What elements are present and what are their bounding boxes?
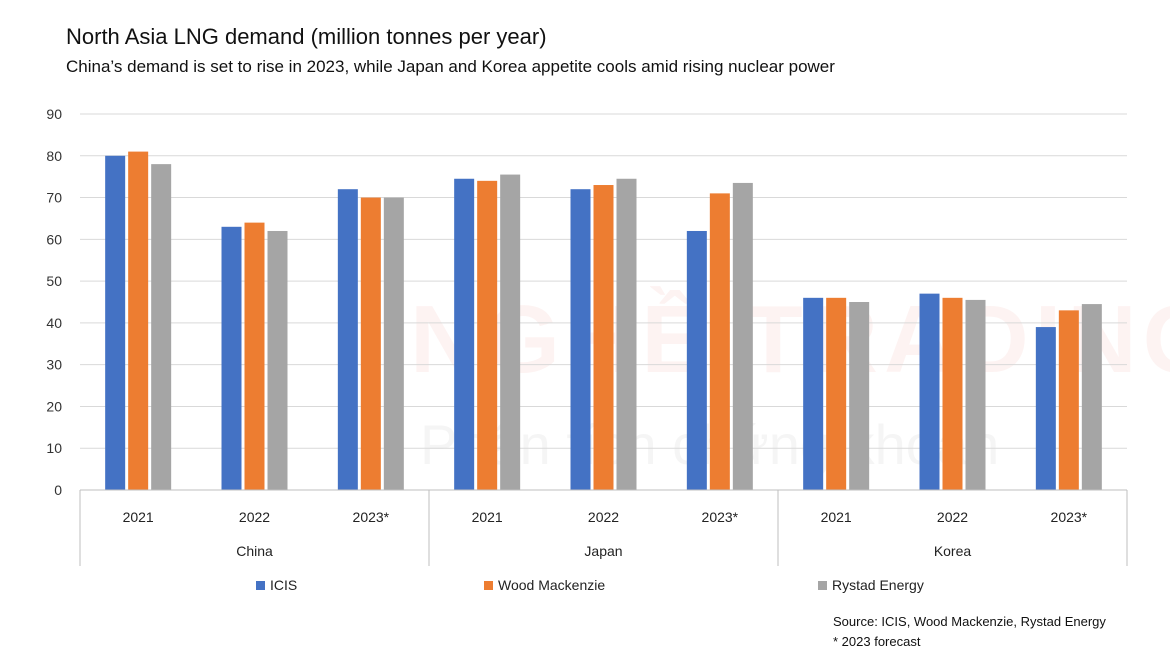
y-tick-label: 0	[54, 482, 62, 498]
bar-rystad-energy	[849, 302, 870, 490]
source-text: Source: ICIS, Wood Mackenzie, Rystad Ene…	[833, 614, 1106, 629]
bar-rystad-energy	[616, 178, 637, 490]
y-tick-label: 90	[46, 106, 62, 122]
y-tick-label: 60	[46, 231, 62, 247]
bar-wood-mackenzie	[244, 222, 265, 490]
y-tick-label: 50	[46, 273, 62, 289]
x-tick-label: 2023*	[702, 509, 739, 525]
y-tick-label: 80	[46, 148, 62, 164]
bar-wood-mackenzie	[128, 151, 149, 490]
bar-icis	[105, 155, 126, 490]
group-label: Japan	[584, 543, 622, 559]
source-note: Source: ICIS, Wood Mackenzie, Rystad Ene…	[833, 612, 1106, 652]
x-tick-label: 2021	[472, 509, 503, 525]
legend-label: Wood Mackenzie	[498, 577, 605, 593]
y-tick-label: 70	[46, 190, 62, 206]
legend-label: ICIS	[270, 577, 297, 593]
y-tick-label: 30	[46, 357, 62, 373]
bar-icis	[919, 293, 940, 490]
bar-wood-mackenzie	[360, 197, 381, 491]
chart-subtitle: China’s demand is set to rise in 2023, w…	[66, 57, 835, 76]
legend-swatch	[256, 581, 265, 590]
bar-rystad-energy	[151, 164, 172, 490]
legend-swatch	[484, 581, 493, 590]
chart-title: North Asia LNG demand (million tonnes pe…	[66, 24, 547, 49]
bar-rystad-energy	[965, 299, 986, 490]
x-tick-label: 2021	[821, 509, 852, 525]
bar-wood-mackenzie	[709, 193, 730, 490]
group-label: Korea	[934, 543, 972, 559]
bar-icis	[454, 178, 475, 490]
y-tick-label: 10	[46, 440, 62, 456]
bar-rystad-energy	[267, 230, 288, 490]
x-tick-label: 2023*	[1051, 509, 1088, 525]
group-label: China	[236, 543, 273, 559]
bar-icis	[803, 297, 824, 490]
bar-rystad-energy	[383, 197, 404, 491]
legend-label: Rystad Energy	[832, 577, 924, 593]
x-tick-label: 2022	[937, 509, 968, 525]
bar-wood-mackenzie	[826, 297, 847, 490]
bar-icis	[570, 189, 591, 490]
forecast-note: * 2023 forecast	[833, 634, 921, 649]
bar-wood-mackenzie	[593, 185, 614, 490]
legend-swatch	[818, 581, 827, 590]
bar-wood-mackenzie	[1058, 310, 1079, 490]
y-tick-label: 40	[46, 315, 62, 331]
bar-rystad-energy	[732, 182, 753, 490]
bar-rystad-energy	[1081, 304, 1102, 490]
bar-rystad-energy	[500, 174, 521, 491]
bar-wood-mackenzie	[942, 297, 963, 490]
bar-icis	[337, 189, 358, 490]
x-tick-label: 2023*	[353, 509, 390, 525]
y-tick-label: 20	[46, 398, 62, 414]
bar-icis	[686, 230, 707, 490]
x-tick-label: 2021	[123, 509, 154, 525]
x-tick-label: 2022	[239, 509, 270, 525]
bar-icis	[221, 226, 242, 491]
x-tick-label: 2022	[588, 509, 619, 525]
bar-icis	[1035, 327, 1056, 490]
bar-wood-mackenzie	[477, 180, 498, 490]
